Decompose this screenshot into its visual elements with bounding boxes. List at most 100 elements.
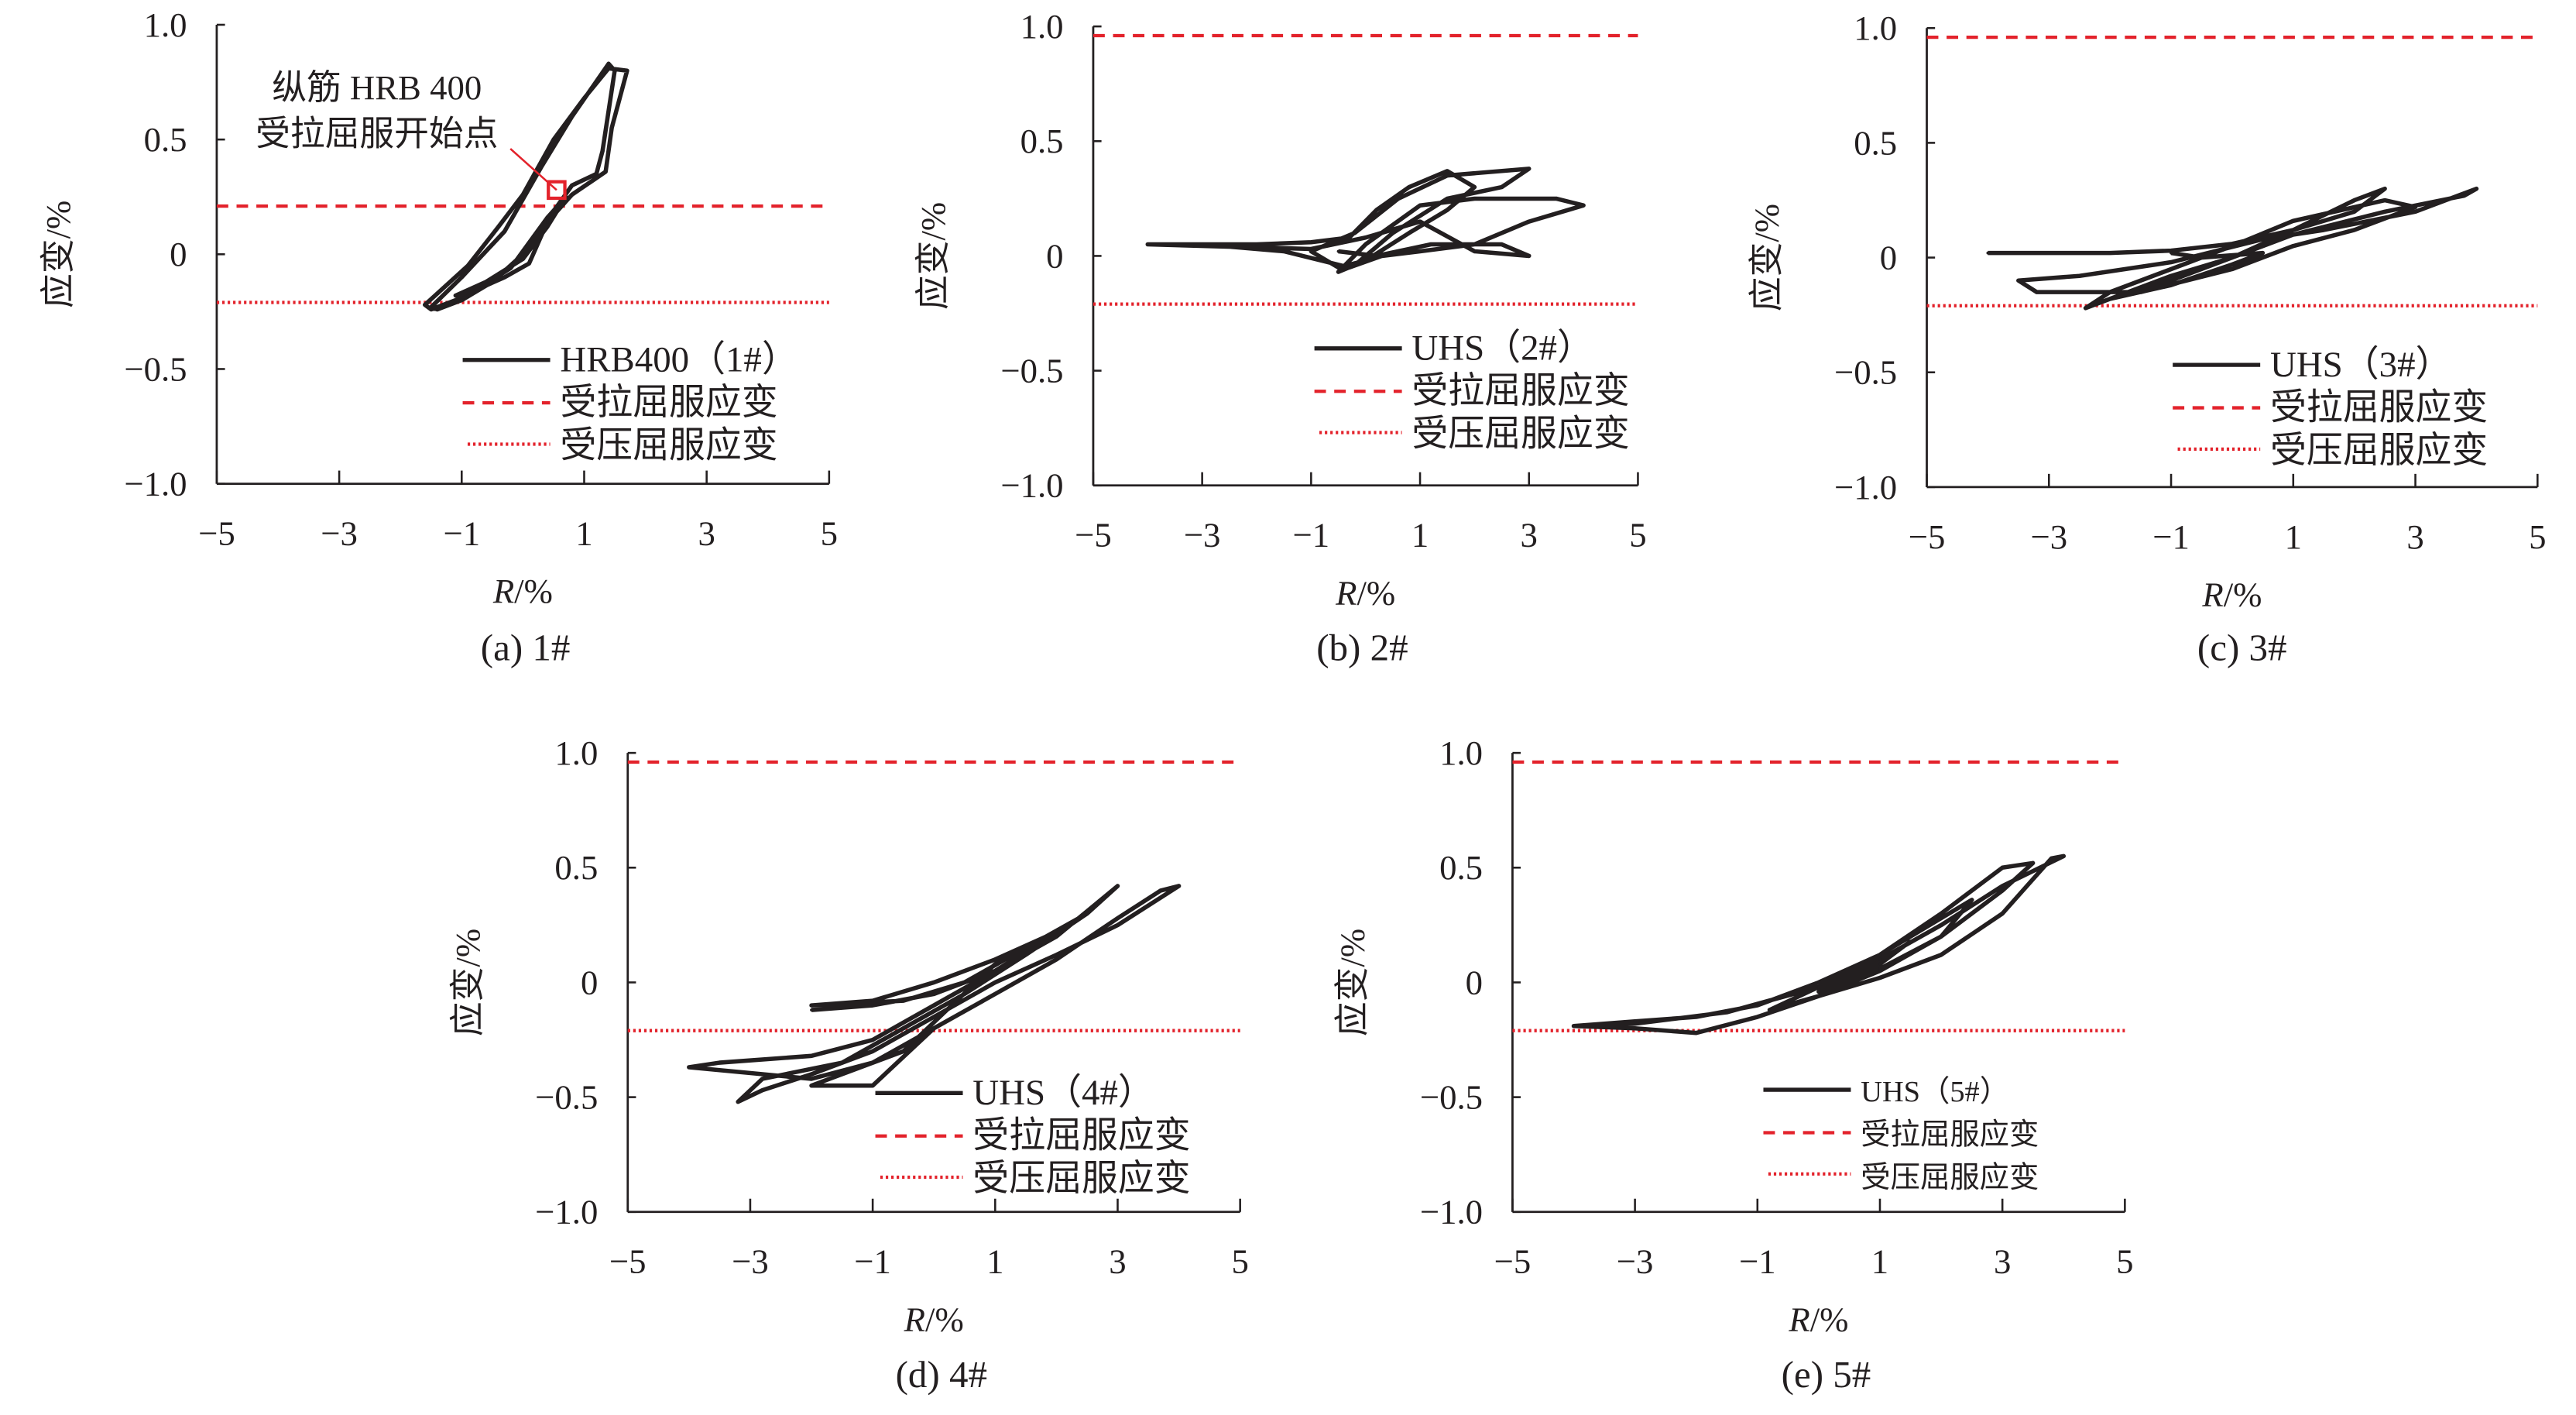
data-point: [1473, 249, 1477, 253]
data-point: [901, 1026, 905, 1030]
legend-label: 受压屈服应变: [560, 426, 777, 466]
data-point: [466, 264, 470, 268]
panel-caption: (e) 5#: [1782, 1353, 1871, 1396]
hysteresis-curve: [1571, 853, 2067, 1035]
data-point: [1940, 912, 1943, 915]
data-point: [1146, 242, 1150, 246]
data-point: [1353, 231, 1357, 235]
data-point: [1391, 231, 1394, 235]
x-tick-label: 5: [2116, 1242, 2133, 1281]
panel-caption: (c) 3#: [2197, 627, 2287, 669]
legend-label: 受压屈服应变: [2270, 431, 2488, 471]
data-point: [546, 215, 549, 219]
data-point: [1336, 249, 1340, 253]
x-tick-label: −1: [1293, 516, 1330, 555]
data-point: [2231, 244, 2234, 248]
data-point: [1446, 197, 1449, 201]
data-point: [2035, 290, 2039, 294]
x-tick-label: 3: [1994, 1242, 2011, 1281]
data-point: [901, 999, 905, 1003]
data-point: [2352, 228, 2356, 232]
x-axis-label-variable: R: [1788, 1300, 1809, 1338]
data-point: [932, 1004, 936, 1008]
y-tick-label: −0.5: [1000, 352, 1063, 390]
data-point: [1282, 249, 1286, 253]
legend-label: 受拉屈服应变: [560, 383, 777, 423]
x-axis-label-unit: /%: [514, 572, 553, 610]
y-tick-label: −0.5: [124, 349, 187, 388]
data-point: [570, 115, 574, 118]
data-point: [871, 1004, 875, 1008]
data-point: [1816, 990, 1820, 994]
data-point: [1408, 185, 1411, 189]
data-point: [429, 305, 433, 309]
data-point: [552, 138, 555, 142]
data-point: [625, 69, 629, 73]
data-point: [840, 1061, 844, 1065]
data-point: [2108, 290, 2112, 294]
data-point: [1374, 254, 1378, 258]
data-point: [2049, 857, 2053, 860]
data-point: [871, 1038, 875, 1042]
y-tick-label: 1.0: [1854, 9, 1897, 47]
data-point: [1582, 204, 1586, 208]
data-point: [1694, 1015, 1698, 1018]
data-point: [1986, 251, 1990, 255]
data-point: [2383, 187, 2387, 191]
data-point: [1336, 270, 1340, 274]
data-point: [1940, 953, 1943, 956]
data-point: [1086, 912, 1089, 915]
annotation-leader: [509, 148, 557, 191]
data-point: [1940, 935, 1943, 939]
legend-label: 受拉屈服应变: [1411, 371, 1629, 411]
data-point: [1500, 242, 1504, 246]
data-point: [932, 1015, 936, 1018]
x-tick-label: 3: [698, 514, 715, 553]
data-point: [1347, 266, 1351, 270]
data-point: [2108, 251, 2112, 255]
data-point: [2001, 884, 2005, 888]
data-point: [2322, 228, 2326, 232]
data-point: [1158, 889, 1162, 892]
data-point: [1527, 220, 1531, 223]
panel-d: 1.0 0.5 0 −0.5 −1.0 −5 −3 −1 1 3 5 应变/% R/% (d) 4# UHS…: [448, 733, 1249, 1396]
data-point: [1255, 242, 1258, 246]
legend-label: 受压屈服应变: [972, 1159, 1190, 1199]
data-point: [2139, 290, 2142, 294]
data-point: [1055, 957, 1058, 961]
data-point: [1572, 1024, 1576, 1028]
x-axis-label-unit: /%: [1357, 573, 1396, 612]
data-point: [503, 276, 506, 279]
data-point: [1878, 957, 1881, 961]
data-point: [962, 981, 966, 984]
x-tick-label: −1: [2152, 517, 2190, 556]
data-point: [2475, 187, 2478, 191]
data-point: [1446, 208, 1449, 212]
y-tick-label: −0.5: [1834, 353, 1897, 392]
data-point: [1473, 185, 1477, 189]
data-point: [466, 294, 470, 297]
data-point: [810, 1008, 813, 1011]
y-axis-label: 应变/%: [914, 202, 952, 310]
x-tick-label: −1: [443, 514, 480, 553]
data-point: [1940, 923, 1943, 927]
y-tick-label: −0.5: [1420, 1078, 1483, 1117]
hysteresis-curve: [687, 884, 1182, 1104]
data-point: [1878, 953, 1881, 956]
data-point: [460, 276, 464, 279]
y-tick-label: −1.0: [535, 1193, 598, 1231]
legend-label: UHS（5#）: [1861, 1076, 2009, 1108]
data-point: [595, 172, 599, 176]
data-point: [2231, 263, 2234, 266]
y-axis-label: 应变/%: [1748, 204, 1786, 311]
data-point: [1116, 923, 1120, 927]
data-point: [1940, 916, 1943, 920]
x-axis-label: R/%: [1335, 573, 1395, 612]
data-point: [871, 1061, 875, 1065]
x-axis-label-variable: R: [492, 572, 514, 610]
data-point: [472, 289, 476, 293]
data-point: [1396, 197, 1400, 201]
data-point: [1878, 976, 1881, 980]
